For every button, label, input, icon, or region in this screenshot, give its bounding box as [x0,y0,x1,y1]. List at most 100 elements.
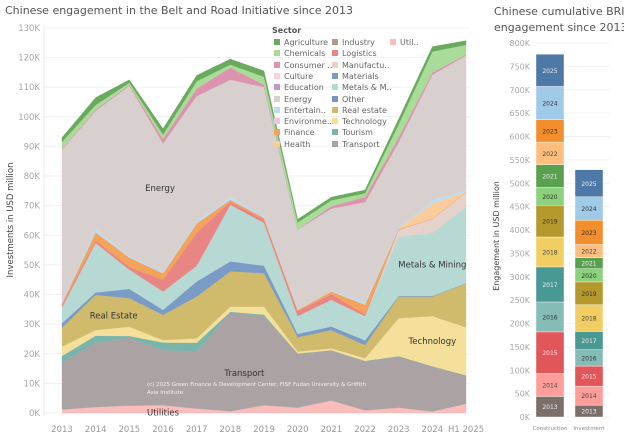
bar-segment-label: 2016 [542,314,557,321]
legend-swatch [332,140,338,147]
legend-swatch [332,95,338,102]
bar-segment-label: 2018 [542,249,557,256]
y-tick-label: 250K [509,296,530,305]
legend-item[interactable]: Tourism [332,128,373,138]
area-label: Technology [408,337,457,347]
legend-item[interactable]: Energy [274,95,312,105]
y-tick-label: 750K [509,62,530,71]
legend-item[interactable]: Logistics [332,49,377,59]
legend-swatch [332,84,338,91]
y-tick-label: 500K [509,179,530,188]
bar-segment-label: 2024 [581,206,596,213]
bar-segment-label: 2013 [581,409,596,416]
legend-label: Metals & M.. [342,83,392,93]
legend-label: Util.. [400,38,419,47]
legend-swatch [274,95,280,102]
y-tick-label: 100K [18,113,40,123]
legend-swatch [274,84,280,91]
legend-label: Finance [284,128,315,138]
legend-item[interactable]: Finance [274,128,315,138]
legend-item[interactable]: Real estate [332,106,387,116]
credit-line: (c) 2025 Green Finance & Development Cen… [147,382,367,388]
legend-item[interactable]: Culture [274,72,313,82]
legend-swatch [274,50,280,57]
legend-label: Culture [284,71,314,81]
legend-swatch [332,118,338,125]
side-title-line-1: Chinese cumulative BRI [494,5,624,18]
legend-label: Education [284,83,324,93]
legend-title: Sector [272,26,302,35]
bar-segment-2024 [535,86,565,120]
legend-item[interactable]: Other [332,95,365,105]
x-tick-label: 2018 [220,425,242,435]
bar-segment-label: 2014 [581,393,596,400]
bar-segment-label: 2017 [581,338,596,345]
legend-swatch [274,61,280,68]
bar-segment-label: 2020 [542,194,557,201]
legend-item[interactable]: Health [274,140,310,150]
y-tick-label: 40K [24,291,41,301]
area-label: Utilities [147,408,180,418]
x-tick-label: 2019 [253,425,275,435]
y-tick-label: 110K [18,83,40,93]
bar-segment-label: 2025 [581,181,596,188]
side-title-line-2: engagement since 2013 [494,21,624,34]
x-tick-label: 2013 [51,425,73,435]
y-tick-label: 30K [24,320,41,330]
legend-label: Tourism [342,128,373,138]
legend-swatch [332,50,338,57]
main-chart-title: Chinese engagement in the Belt and Road … [5,4,354,17]
bar-segment-label: 2013 [542,404,557,411]
legend-swatch [274,118,280,125]
bar-segment-label: 2024 [542,101,557,108]
area-agriculture [61,40,467,223]
bar-segment-2025 [574,169,604,198]
bar-segment-2015 [535,331,565,374]
y-tick-label: 200K [509,320,530,329]
legend-item[interactable]: Consumer .. [274,61,332,71]
bar-segment-label: 2021 [542,174,557,181]
credit-line: Asia Institute [147,390,184,396]
x-category-label: Construction [532,426,568,432]
legend-item[interactable]: Materials [332,72,379,82]
y-tick-label: 80K [24,172,41,182]
bar-segment-label: 2015 [581,374,596,381]
legend-item[interactable]: Technology [332,117,387,127]
y-tick-label: 800K [509,39,530,48]
legend-item[interactable]: Chemicals [274,49,325,59]
bar-segment-label: 2017 [542,282,557,289]
legend-item[interactable]: Education [274,83,324,93]
bar-segment-label: 2019 [542,219,557,226]
bar-segment-label: 2022 [581,249,596,256]
x-category-label: Investment [573,426,605,432]
legend-label: Energy [284,94,313,104]
legend-label: Entertain.. [284,105,326,115]
legend-item[interactable]: Entertain.. [274,106,326,116]
legend-item[interactable]: Metals & M.. [332,83,392,93]
legend-label: Other [342,94,365,104]
bar-segment-label: 2019 [581,291,596,298]
legend-swatch [274,106,280,113]
y-tick-label: 10K [24,379,41,389]
legend-item[interactable]: Agriculture [274,38,328,48]
legend-item[interactable]: Transport [332,140,380,150]
legend-swatch [332,72,338,79]
bar-segment-label: 2025 [542,68,557,75]
legend-item[interactable]: Manufactu.. [332,61,389,71]
x-tick-label: 2017 [186,425,208,435]
legend-swatch [274,72,280,79]
y-tick-label: 600K [509,133,530,142]
legend-label: Consumer .. [284,60,333,70]
legend-label: Agriculture [284,38,328,47]
y-tick-label: 90K [24,142,41,152]
legend-item[interactable]: Environme.. [274,117,332,127]
y-tick-label: 0K [29,409,40,419]
legend-label: Chemicals [284,49,326,59]
legend-label: Logistics [342,49,377,59]
y-tick-label: 130K [18,24,40,34]
legend-item[interactable]: Util.. [390,38,419,48]
legend-item[interactable]: Industry [332,38,375,48]
x-tick-label: 2021 [321,425,343,435]
x-tick-label: 2024 [422,425,444,435]
